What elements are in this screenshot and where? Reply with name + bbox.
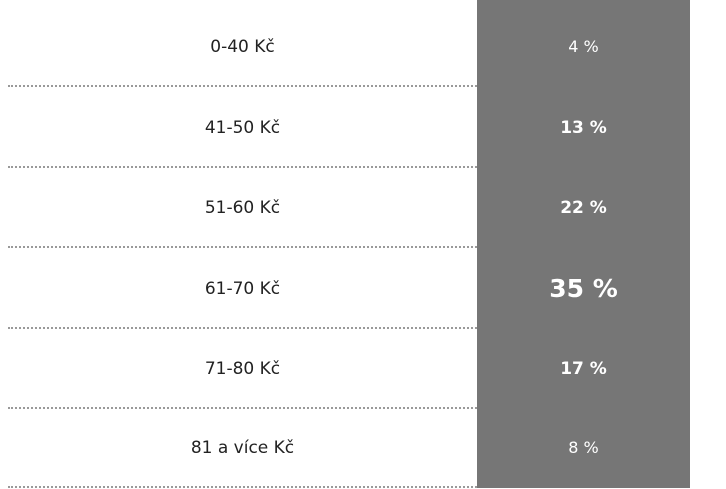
price-range: 0-40 Kč xyxy=(210,37,275,57)
separator xyxy=(8,85,477,87)
row: 0-40 Kč 4 % xyxy=(8,7,690,87)
value-column xyxy=(477,0,690,488)
share: 17 % xyxy=(560,359,607,379)
row: 51-60 Kč 22 % xyxy=(8,168,690,248)
separator xyxy=(8,327,477,329)
share: 13 % xyxy=(560,118,607,138)
row: 61-70 Kč 35 % xyxy=(8,249,690,329)
share: 35 % xyxy=(549,274,618,303)
separator xyxy=(8,166,477,168)
price-range: 51-60 Kč xyxy=(204,198,281,218)
separator xyxy=(8,246,477,248)
separator xyxy=(8,407,477,409)
price-range: 41-50 Kč xyxy=(204,118,281,138)
share: 4 % xyxy=(568,37,599,56)
row: 81 a více Kč 8 % xyxy=(8,408,690,488)
separator xyxy=(8,486,477,488)
row: 71-80 Kč 17 % xyxy=(8,329,690,409)
price-range: 61-70 Kč xyxy=(204,279,281,299)
price-range: 81 a více Kč xyxy=(190,438,295,458)
share: 8 % xyxy=(568,438,599,457)
share: 22 % xyxy=(560,198,607,218)
price-range: 71-80 Kč xyxy=(204,359,281,379)
row: 41-50 Kč 13 % xyxy=(8,88,690,168)
